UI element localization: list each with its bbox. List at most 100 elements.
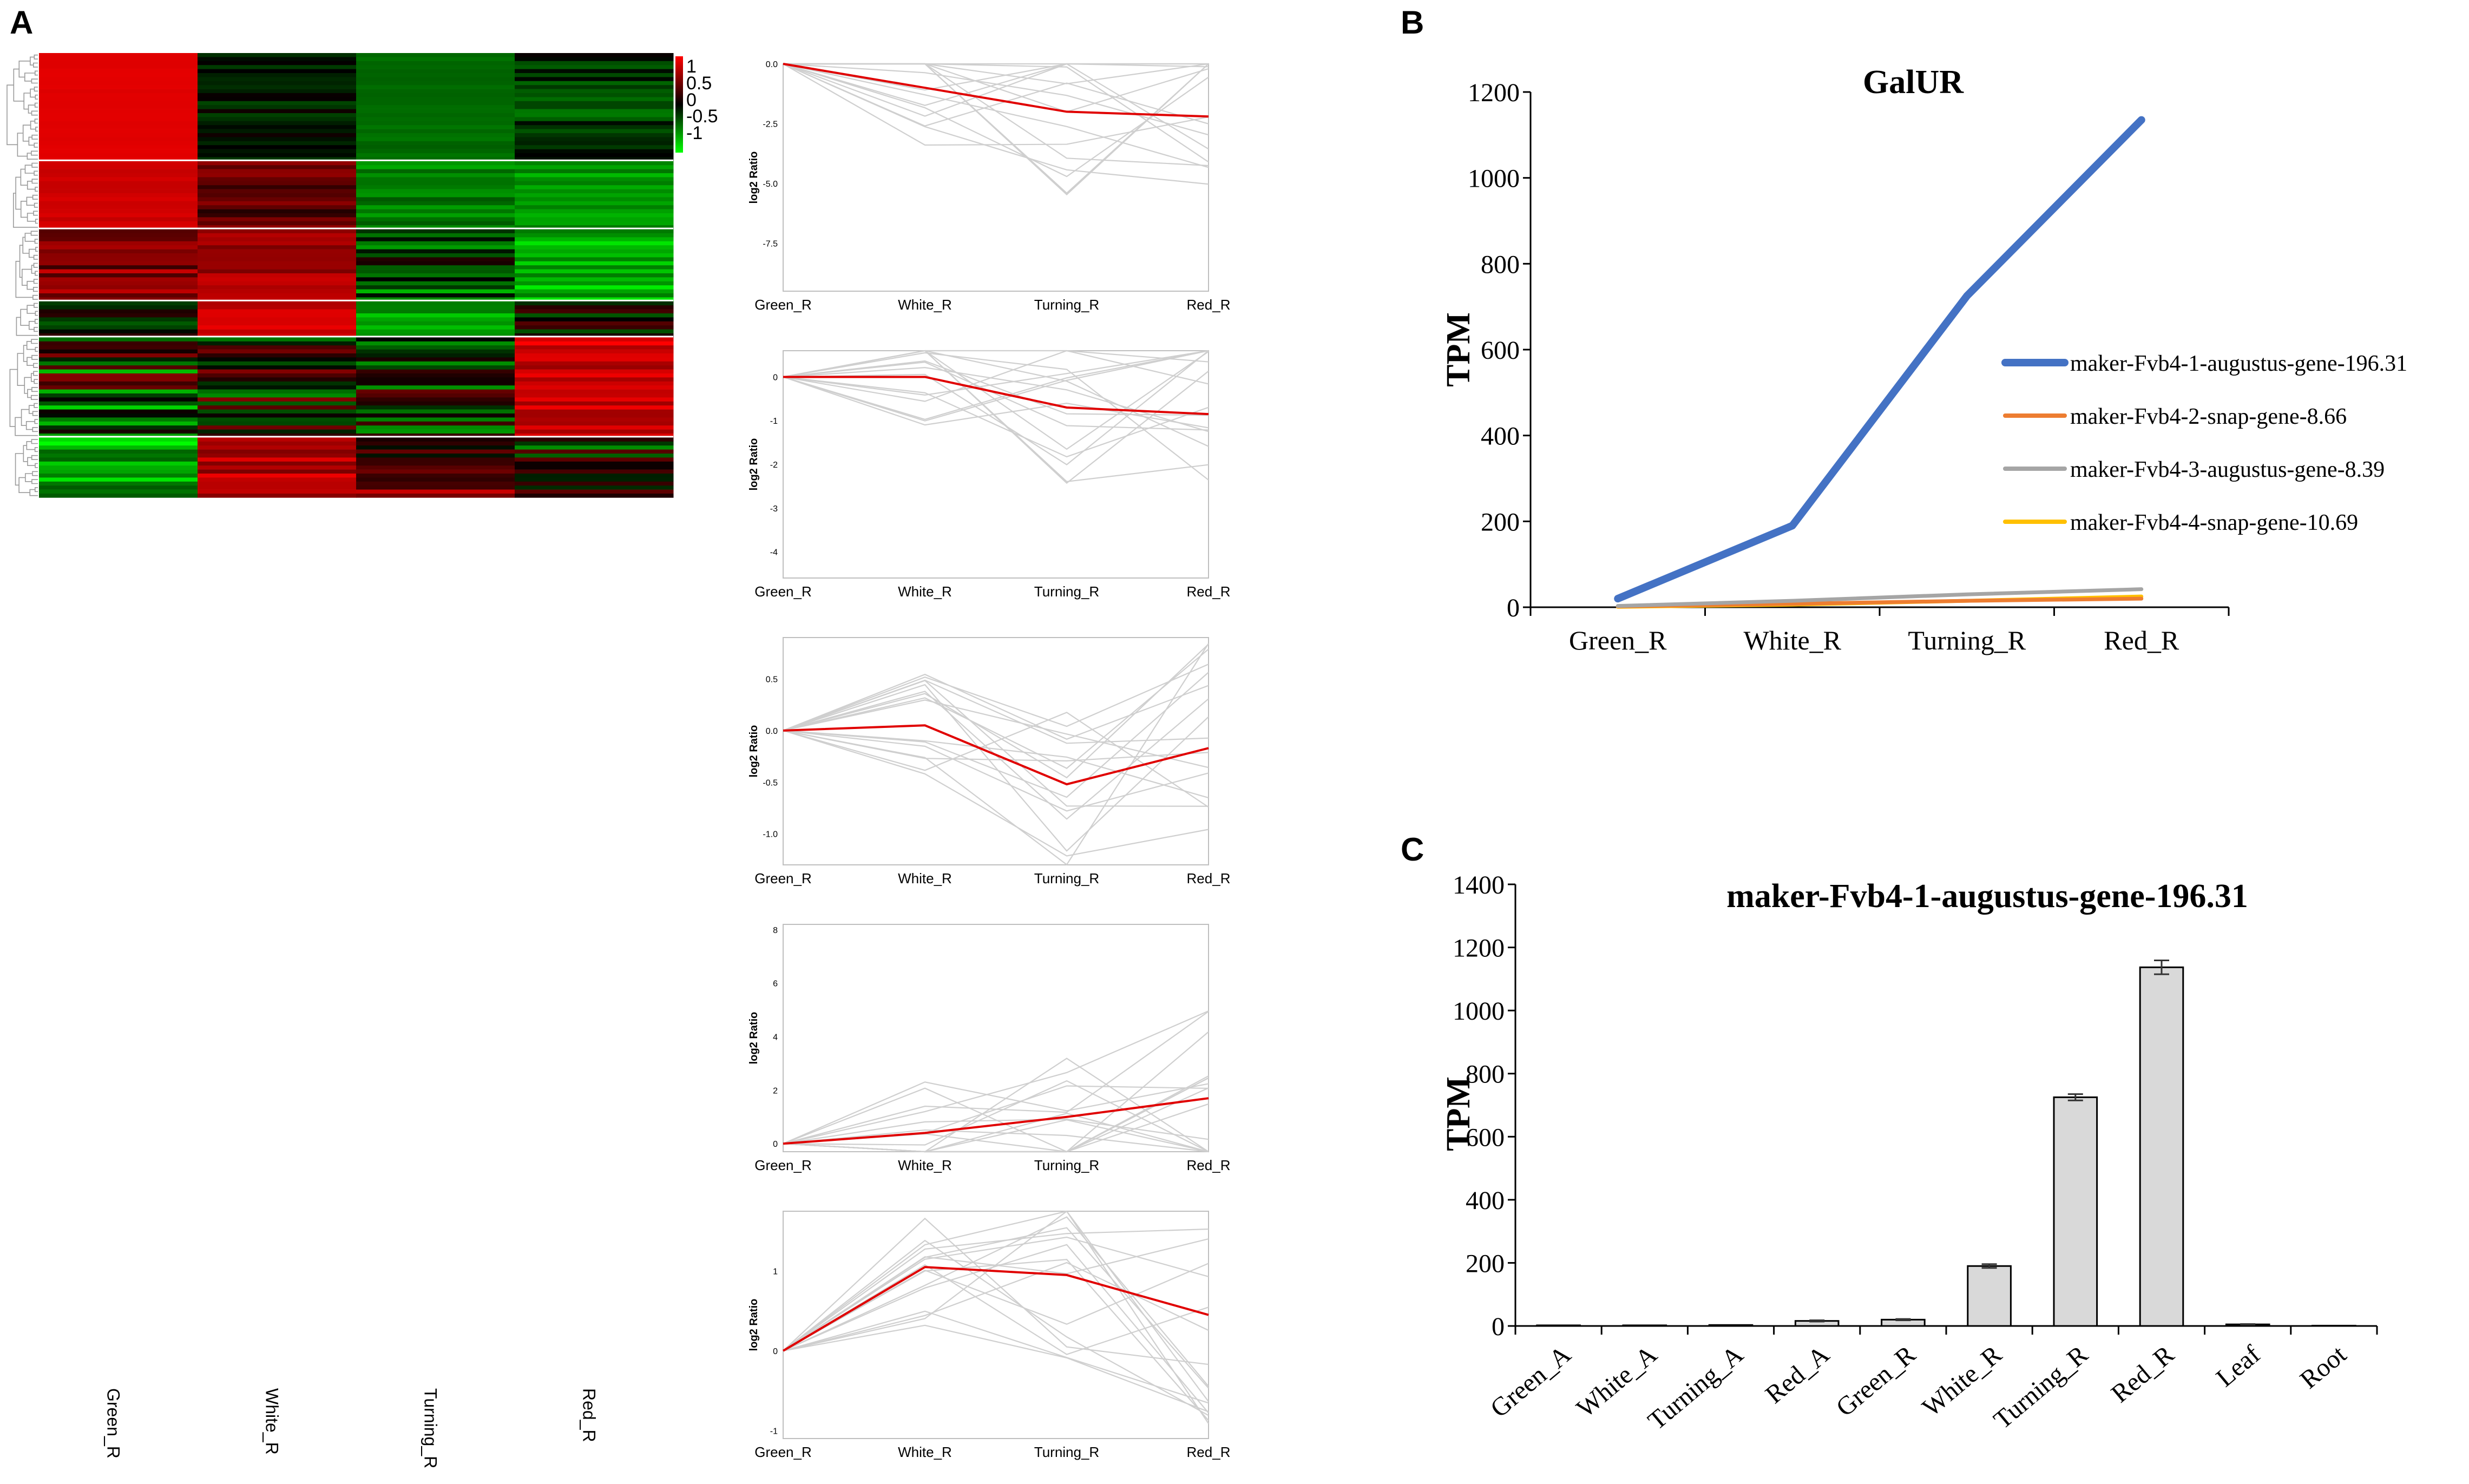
heatmap-cell — [515, 105, 674, 109]
heatmap-cell — [39, 217, 198, 222]
heatmap-cell — [515, 385, 674, 390]
heatmap-cell — [356, 133, 515, 137]
heatmap-cell — [356, 385, 515, 390]
dendrogram-branch — [15, 417, 38, 436]
heatmap-cell — [515, 145, 674, 149]
dendrogram-branch — [32, 294, 38, 300]
heatmap-cell — [515, 165, 674, 169]
heatmap-cell — [515, 193, 674, 198]
dendrogram-branch — [24, 233, 35, 242]
dendrogram-branch — [27, 213, 36, 222]
dendrogram-branch — [34, 119, 38, 124]
heatmap-cell — [198, 385, 357, 390]
heatmap-cell — [515, 425, 674, 430]
heatmap-cell — [515, 489, 674, 494]
heatmap-cell — [356, 457, 515, 462]
member-profile-line — [783, 63, 1209, 127]
heatmap-cell — [515, 281, 674, 286]
heatmap-cell — [39, 417, 198, 422]
heatmap-cell — [39, 313, 198, 318]
heatmap-cell — [356, 193, 515, 198]
y-tick-label: 1000 — [1453, 997, 1505, 1026]
heatmap-cell — [356, 189, 515, 194]
heatmap-cell — [198, 229, 357, 234]
trend-y-tick-label: -2.5 — [763, 120, 778, 129]
heatmap-cell — [198, 257, 357, 262]
dendrogram-branch — [26, 441, 35, 450]
dendrogram-branch — [23, 445, 28, 462]
heatmap-cell — [198, 441, 357, 446]
heatmap-cell — [515, 329, 674, 334]
heatmap-cell — [515, 481, 674, 486]
member-profile-line — [783, 1228, 1209, 1351]
heatmap-cell — [356, 494, 515, 498]
heatmap-cell — [515, 269, 674, 274]
bar — [1967, 1265, 2012, 1327]
dendrogram-branch — [35, 347, 38, 352]
y-tick-label: 400 — [1466, 1186, 1505, 1215]
heatmap-cell — [39, 249, 198, 254]
heatmap-cell — [356, 373, 515, 378]
heatmap-cell — [39, 65, 198, 69]
dendrogram-branch — [27, 181, 36, 190]
heatmap-cell — [39, 469, 198, 474]
heatmap-cell — [198, 205, 357, 209]
heatmap-cell — [198, 77, 357, 82]
heatmap-cell — [356, 265, 515, 270]
colorbar-tick-label: -0.5 — [686, 106, 718, 127]
heatmap-cell — [39, 237, 198, 242]
dendrogram-branch — [24, 377, 31, 394]
centroid-profile-line — [783, 724, 1209, 786]
heatmap-cell — [356, 281, 515, 286]
member-profile-line — [783, 376, 1209, 429]
dendrogram-branch — [26, 341, 36, 350]
trend-y-tick-label: -3 — [770, 504, 778, 514]
member-profile-line — [783, 1236, 1209, 1351]
heatmap-cell — [39, 409, 198, 414]
heatmap-cell — [515, 89, 674, 94]
heatmap-cell — [356, 409, 515, 414]
dendrogram-branch — [34, 54, 38, 60]
heatmap-cell — [198, 265, 357, 270]
heatmap-colorbar: 10.50-0.5-1 — [675, 56, 718, 153]
heatmap-cell — [198, 421, 357, 426]
heatmap-cell — [198, 494, 357, 498]
bar — [1536, 1324, 1581, 1327]
dendrogram-branch — [19, 245, 23, 278]
heatmap-cell — [356, 369, 515, 374]
trend-x-tick-label: Green_R — [754, 297, 812, 313]
heatmap-cell — [515, 121, 674, 126]
heatmap-cell — [39, 193, 198, 198]
heatmap-cell — [356, 61, 515, 65]
dendrogram-branch — [31, 78, 38, 84]
heatmap-cell — [39, 369, 198, 374]
y-tick-label: 600 — [1481, 336, 1520, 365]
heatmap-cell — [356, 434, 515, 438]
series-line — [1616, 587, 2144, 608]
dendrogram-branch — [16, 317, 38, 336]
heatmap-cell — [39, 153, 198, 157]
heatmap-cell — [39, 345, 198, 350]
heatmap-cell — [198, 313, 357, 318]
member-profile-line — [783, 730, 1209, 857]
heatmap-cell — [356, 477, 515, 482]
bar — [2053, 1096, 2098, 1327]
trend-y-tick-label: 0.0 — [766, 60, 778, 69]
heatmap-cell — [39, 353, 198, 358]
heatmap-cell — [515, 129, 674, 134]
heatmap-cell — [39, 57, 198, 62]
dendrogram-branch — [23, 345, 28, 362]
heatmap-cell — [356, 485, 515, 490]
heatmap-cell — [39, 257, 198, 262]
y-tick-label: 1400 — [1453, 871, 1505, 899]
heatmap-cell — [39, 381, 198, 386]
dendrogram-branch — [34, 170, 38, 176]
heatmap-cell — [356, 137, 515, 142]
heatmap-cell — [515, 397, 674, 402]
heatmap-cell — [39, 145, 198, 149]
trend-x-tick-label: Turning_R — [1034, 870, 1099, 887]
heatmap-cell — [356, 345, 515, 350]
heatmap-cell — [356, 425, 515, 430]
dendrogram-branch — [33, 254, 38, 260]
heatmap-cell — [356, 205, 515, 209]
